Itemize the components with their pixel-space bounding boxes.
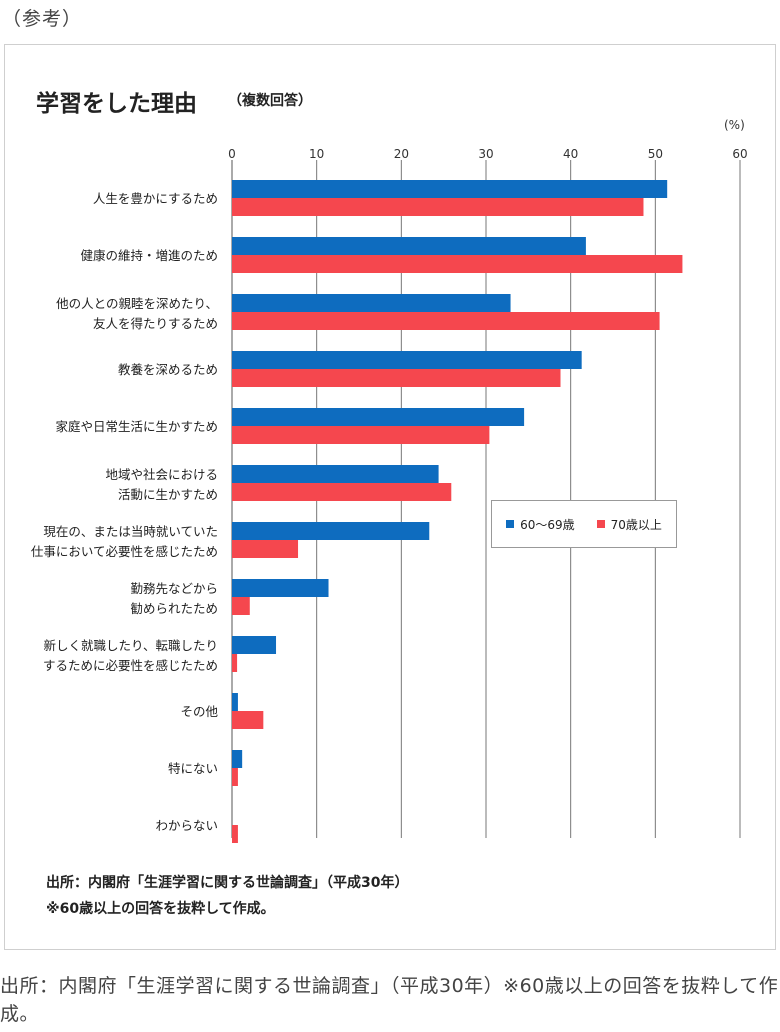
legend-swatch-series-1 — [596, 520, 605, 528]
unit-label: (%) — [724, 118, 745, 132]
bar-series-0 — [232, 294, 511, 312]
bar-series-0 — [232, 408, 525, 426]
bar-series-0 — [232, 180, 668, 198]
bar-series-0 — [232, 351, 582, 369]
bar-series-1 — [232, 597, 250, 615]
legend-label-series-0: 60〜69歳 — [520, 517, 575, 532]
chart-legend: 60〜69歳 70歳以上 — [491, 500, 677, 548]
x-tick-label: 30 — [478, 147, 493, 161]
bar-series-1 — [232, 198, 644, 216]
bar-series-1 — [232, 426, 490, 444]
category-label: 教養を深めるため — [118, 362, 218, 377]
category-label: 新しく就職したり、転職したり — [43, 638, 218, 653]
category-label: 勤務先などから — [130, 581, 218, 596]
bar-series-0 — [232, 693, 238, 711]
bar-series-1 — [232, 483, 452, 501]
category-label: 勧められたため — [130, 601, 218, 616]
caption: 出所：内閣府「生涯学習に関する世論調査」（平成30年）※60歳以上の回答を抜粋し… — [0, 975, 779, 1025]
top-note: （参考） — [2, 8, 83, 30]
bar-series-0 — [232, 750, 243, 768]
x-tick-label: 10 — [309, 147, 324, 161]
category-label: 仕事において必要性を感じたため — [31, 544, 218, 559]
category-label: 特にない — [168, 761, 218, 776]
bar-series-1 — [232, 369, 561, 387]
category-label: 友人を得たりするため — [93, 316, 218, 331]
bar-series-0 — [232, 636, 277, 654]
category-label: 現在の、または当時就いていた — [43, 524, 218, 539]
bar-series-0 — [232, 522, 430, 540]
legend-swatch-series-0 — [506, 520, 515, 528]
category-label: 人生を豊かにするため — [93, 191, 218, 206]
category-label: 他の人との親睦を深めたり、 — [56, 296, 218, 311]
bar-series-0 — [232, 579, 329, 597]
x-tick-label: 20 — [394, 147, 409, 161]
source-line-2: ※60歳以上の回答を抜粋して作成。 — [46, 901, 275, 917]
x-tick-label: 0 — [228, 147, 236, 161]
x-tick-label: 50 — [648, 147, 663, 161]
category-label: その他 — [180, 704, 218, 719]
bar-series-0 — [232, 465, 439, 483]
x-tick-label: 60 — [732, 147, 747, 161]
chart-title: 学習をした理由 — [36, 91, 197, 117]
bar-series-1 — [232, 654, 238, 672]
legend-item-series-0: 60〜69歳 — [506, 516, 575, 533]
bar-series-1 — [232, 255, 683, 273]
category-label: 地域や社会における — [105, 467, 218, 482]
category-label: わからない — [155, 818, 218, 833]
chart-subtitle: （複数回答） — [228, 93, 312, 109]
bar-series-1 — [232, 540, 299, 558]
category-label: 健康の維持・増進のため — [80, 248, 218, 263]
category-label: 家庭や日常生活に生かすため — [55, 419, 218, 434]
category-label: するために必要性を感じたため — [43, 658, 218, 673]
bar-series-1 — [232, 711, 264, 729]
bar-series-1 — [232, 825, 238, 843]
bar-series-1 — [232, 768, 238, 786]
bar-series-1 — [232, 312, 660, 330]
x-tick-label: 40 — [563, 147, 578, 161]
category-label: 活動に生かすため — [118, 487, 218, 502]
legend-item-series-1: 70歳以上 — [596, 516, 662, 533]
source-line-1: 出所：内閣府「生涯学習に関する世論調査」（平成30年） — [46, 875, 409, 891]
bar-series-0 — [232, 237, 586, 255]
legend-label-series-1: 70歳以上 — [610, 517, 662, 532]
